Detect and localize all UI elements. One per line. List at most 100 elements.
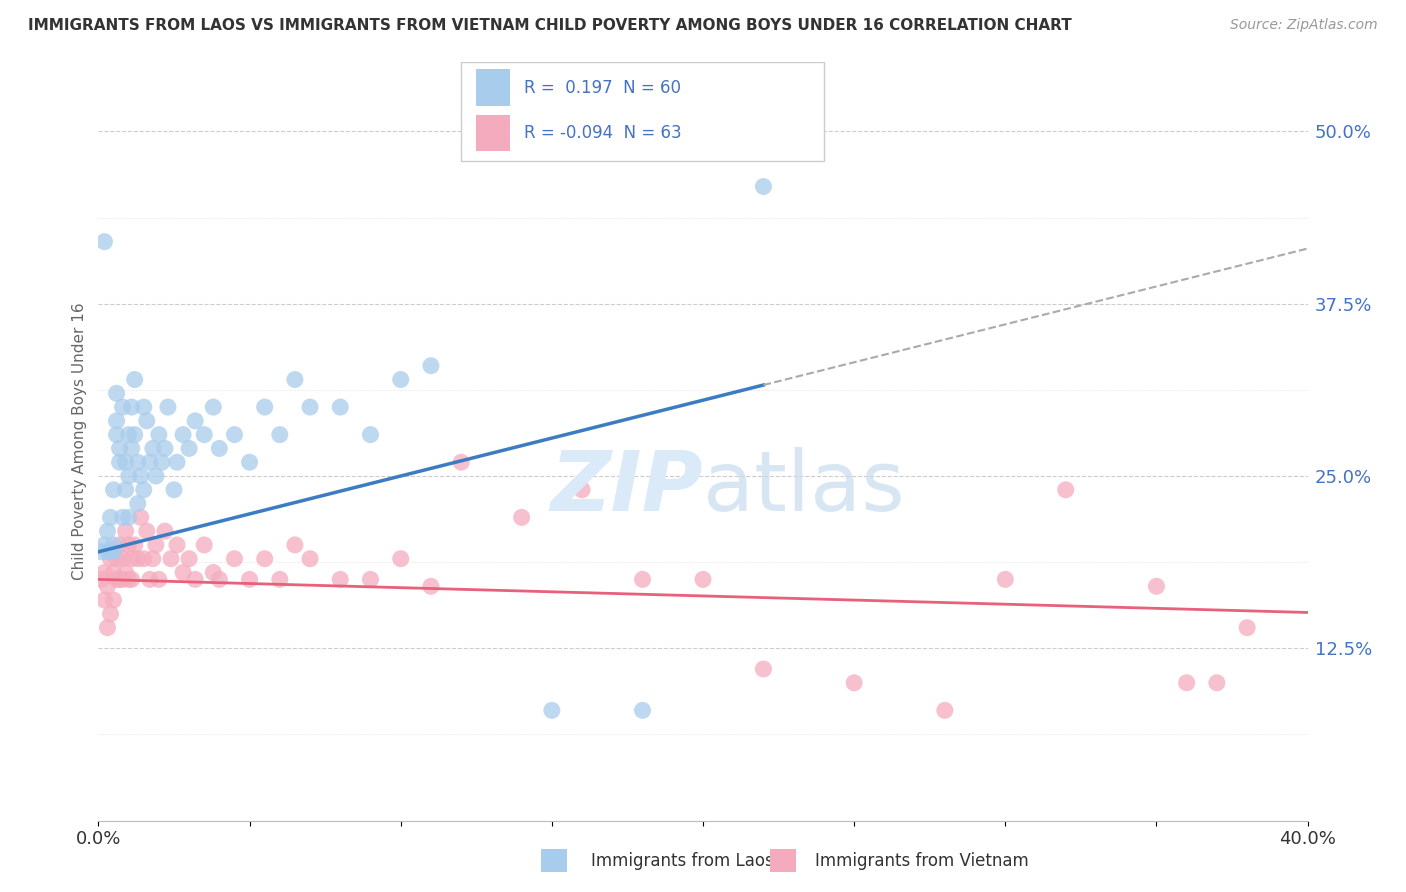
Point: [118, 427, 141, 442]
Point: [420, 359, 443, 373]
Point: [111, 573, 134, 587]
Point: [142, 551, 165, 566]
Point: [132, 551, 155, 566]
Point: [224, 551, 246, 566]
Point: [844, 675, 866, 690]
Point: [129, 510, 152, 524]
Point: [121, 551, 143, 566]
Point: [135, 524, 157, 538]
Point: [100, 607, 122, 621]
Point: [166, 455, 188, 469]
FancyBboxPatch shape: [461, 62, 824, 161]
Point: [202, 400, 225, 414]
Point: [193, 538, 215, 552]
Point: [994, 573, 1017, 587]
FancyBboxPatch shape: [475, 70, 509, 106]
Point: [105, 386, 128, 401]
Point: [90, 573, 112, 587]
Point: [111, 510, 134, 524]
Text: Source: ZipAtlas.com: Source: ZipAtlas.com: [1230, 18, 1378, 32]
Point: [124, 427, 146, 442]
Point: [111, 400, 134, 414]
Point: [179, 442, 201, 456]
Point: [103, 545, 125, 559]
Point: [163, 483, 186, 497]
Point: [193, 427, 215, 442]
Point: [127, 497, 149, 511]
Point: [284, 538, 307, 552]
Point: [100, 545, 122, 559]
Point: [299, 400, 322, 414]
Point: [153, 524, 176, 538]
Point: [284, 372, 307, 386]
Point: [360, 573, 382, 587]
Point: [129, 469, 152, 483]
Point: [179, 551, 201, 566]
Point: [124, 538, 146, 552]
Point: [148, 427, 170, 442]
Point: [239, 455, 262, 469]
Point: [1054, 483, 1077, 497]
Point: [114, 566, 136, 580]
Point: [124, 372, 146, 386]
Point: [135, 414, 157, 428]
Point: [105, 573, 128, 587]
Point: [148, 573, 170, 587]
Point: [114, 483, 136, 497]
Point: [114, 524, 136, 538]
Point: [105, 427, 128, 442]
Point: [100, 510, 122, 524]
Point: [631, 573, 654, 587]
Point: [202, 566, 225, 580]
Point: [121, 400, 143, 414]
Point: [1175, 675, 1198, 690]
Point: [139, 455, 162, 469]
Point: [103, 593, 125, 607]
Point: [253, 400, 276, 414]
Point: [118, 538, 141, 552]
Point: [510, 510, 533, 524]
Point: [108, 442, 131, 456]
Point: [184, 573, 207, 587]
Point: [145, 469, 167, 483]
Point: [100, 551, 122, 566]
Point: [93, 538, 115, 552]
Point: [105, 414, 128, 428]
Text: R =  0.197  N = 60: R = 0.197 N = 60: [524, 78, 681, 96]
Point: [540, 703, 562, 717]
Point: [127, 551, 149, 566]
Point: [90, 545, 112, 559]
Point: [172, 427, 194, 442]
Point: [166, 538, 188, 552]
Point: [184, 414, 207, 428]
Point: [103, 538, 125, 552]
Y-axis label: Child Poverty Among Boys Under 16: Child Poverty Among Boys Under 16: [72, 302, 87, 581]
Text: Immigrants from Vietnam: Immigrants from Vietnam: [815, 852, 1029, 870]
Point: [156, 400, 179, 414]
Point: [269, 573, 291, 587]
Point: [1206, 675, 1229, 690]
Point: [96, 545, 118, 559]
Point: [450, 455, 472, 469]
Text: Immigrants from Laos: Immigrants from Laos: [591, 852, 773, 870]
Point: [118, 469, 141, 483]
Point: [118, 510, 141, 524]
Point: [631, 703, 654, 717]
Point: [93, 566, 115, 580]
Point: [160, 551, 183, 566]
Point: [96, 621, 118, 635]
Point: [208, 442, 231, 456]
Text: ZIP: ZIP: [550, 447, 703, 527]
Point: [752, 179, 775, 194]
Point: [108, 538, 131, 552]
Point: [239, 573, 262, 587]
Point: [139, 573, 162, 587]
Point: [299, 551, 322, 566]
Point: [111, 551, 134, 566]
Point: [121, 573, 143, 587]
Point: [103, 483, 125, 497]
Text: IMMIGRANTS FROM LAOS VS IMMIGRANTS FROM VIETNAM CHILD POVERTY AMONG BOYS UNDER 1: IMMIGRANTS FROM LAOS VS IMMIGRANTS FROM …: [28, 18, 1071, 33]
Point: [108, 573, 131, 587]
Point: [121, 442, 143, 456]
Point: [105, 551, 128, 566]
